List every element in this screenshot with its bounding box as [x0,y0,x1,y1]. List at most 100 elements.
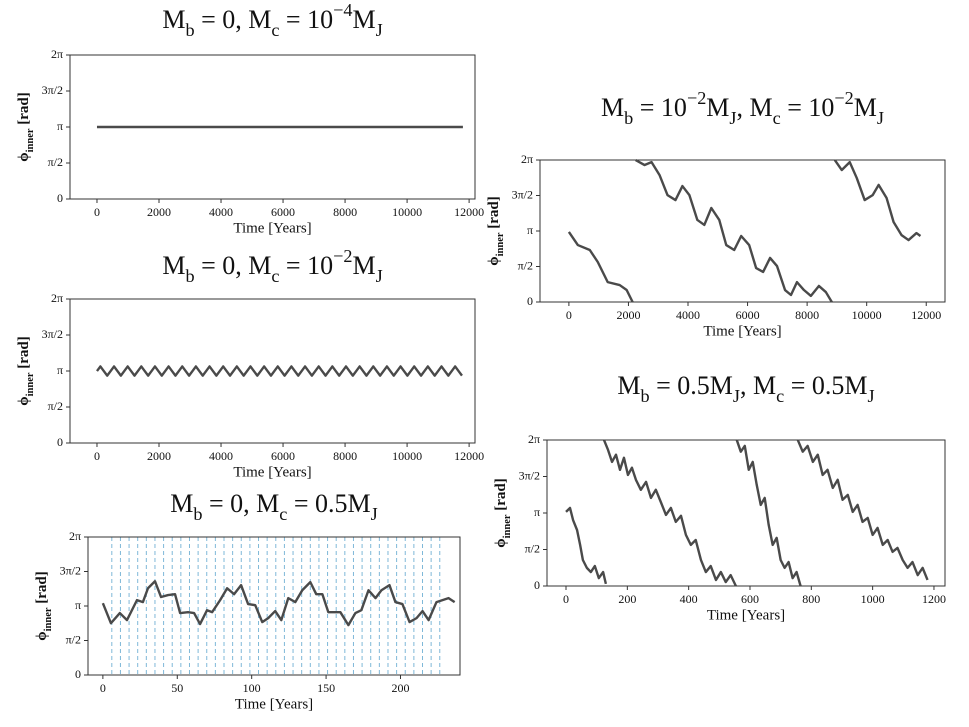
x-tick-label: 200 [391,681,409,695]
text-part: ϕ [34,631,50,640]
text-part: −2 [834,88,853,108]
y-tick-label: π/2 [48,399,63,413]
x-tick-label: 50 [171,681,183,695]
x-tick-label: 2000 [616,308,640,322]
y-tick-label: 2π [51,291,63,305]
data-line [565,439,929,587]
text-part: = 0.5M [650,371,733,400]
y-tick-label: 2π [528,432,540,446]
x-tick-label: 200 [618,592,636,606]
text-part: J [376,20,383,40]
y-tick-label: 2π [69,529,81,543]
panel-title: Mb = 10−2MJ, Mc = 10−2MJ [601,88,884,128]
x-tick-label: 4000 [209,449,233,463]
text-part: = 0, M [203,489,280,518]
text-part: M [162,5,185,34]
text-part: inner [43,607,54,631]
y-axis-label: ϕinner [rad] [486,196,505,266]
y-tick-label: π [57,119,63,133]
x-axis-label: Time [Years] [233,220,311,236]
x-axis-label: Time [Years] [707,607,785,623]
text-part: = 10 [279,5,333,34]
text-part: inner [502,514,513,538]
text-part: −2 [333,246,352,266]
y-tick-label: π/2 [48,155,63,169]
text-part: [rad] [493,478,509,514]
text-part: [rad] [16,92,32,128]
x-tick-label: 12000 [454,449,484,463]
x-tick-label: 0 [94,449,100,463]
x-tick-label: 6000 [736,308,760,322]
panel-title: Mb = 0, Mc = 0.5MJ [170,489,377,524]
text-part: [rad] [34,571,50,607]
x-tick-label: 6000 [271,205,295,219]
y-tick-label: π [534,505,540,519]
y-tick-label: π/2 [66,632,81,646]
y-tick-label: 0 [57,435,63,449]
x-tick-label: 6000 [271,449,295,463]
x-tick-label: 0 [566,308,572,322]
x-tick-label: 10000 [852,308,882,322]
text-part: = 10 [279,251,333,280]
text-part: M [601,93,624,122]
axes-frame [539,159,946,303]
text-part: M [352,5,375,34]
text-part: c [271,266,279,286]
text-part: M [162,251,185,280]
x-tick-label: 12000 [911,308,941,322]
x-tick-label: 10000 [392,205,422,219]
y-tick-label: π/2 [518,258,533,272]
y-tick-label: 0 [57,191,63,205]
y-axis-label: ϕinner [rad] [16,92,35,162]
x-tick-label: 0 [100,681,106,695]
text-part: inner [495,232,506,256]
data-line [101,580,456,627]
text-part: M [170,489,193,518]
text-part: M [854,93,877,122]
text-part: ϕ [493,538,509,547]
panel-title: Mb = 0.5MJ, Mc = 0.5MJ [617,371,874,406]
text-part: b [624,108,633,128]
x-axis-label: Time [Years] [233,464,311,480]
text-part: ϕ [486,256,502,265]
y-axis-label: ϕinner [rad] [16,336,35,406]
text-part: M [352,251,375,280]
text-part: J [733,386,740,406]
y-tick-label: 2π [521,152,533,166]
x-tick-label: 150 [317,681,335,695]
text-part: b [185,266,194,286]
panel-title: Mb = 0, Mc = 10−4MJ [162,0,382,40]
text-part: J [376,266,383,286]
text-part: = 10 [633,93,687,122]
x-tick-label: 2000 [147,449,171,463]
text-part: = 0.5M [784,371,867,400]
y-tick-label: 0 [75,667,81,681]
x-tick-label: 0 [563,592,569,606]
x-tick-label: 100 [243,681,261,695]
text-part: ϕ [16,152,32,161]
x-tick-label: 8000 [333,205,357,219]
text-part: −2 [687,88,706,108]
y-tick-label: π/2 [525,541,540,555]
panel-title: Mb = 0, Mc = 10−2MJ [162,246,382,286]
axes-frame [546,439,946,587]
y-tick-label: π [527,223,533,237]
text-part: c [776,386,784,406]
text-part: b [185,20,194,40]
x-tick-label: 600 [741,592,759,606]
y-tick-label: π [57,363,63,377]
x-tick-label: 1200 [922,592,946,606]
x-tick-label: 0 [94,205,100,219]
text-part: J [867,386,874,406]
y-tick-label: 3π/2 [42,83,63,97]
text-part: = 0.5M [287,489,370,518]
text-part: c [271,20,279,40]
x-tick-label: 4000 [209,205,233,219]
x-tick-label: 8000 [795,308,819,322]
text-part: , M [740,371,776,400]
text-part: , M [737,93,773,122]
text-part: J [877,108,884,128]
text-part: = 10 [781,93,835,122]
x-tick-label: 12000 [454,205,484,219]
